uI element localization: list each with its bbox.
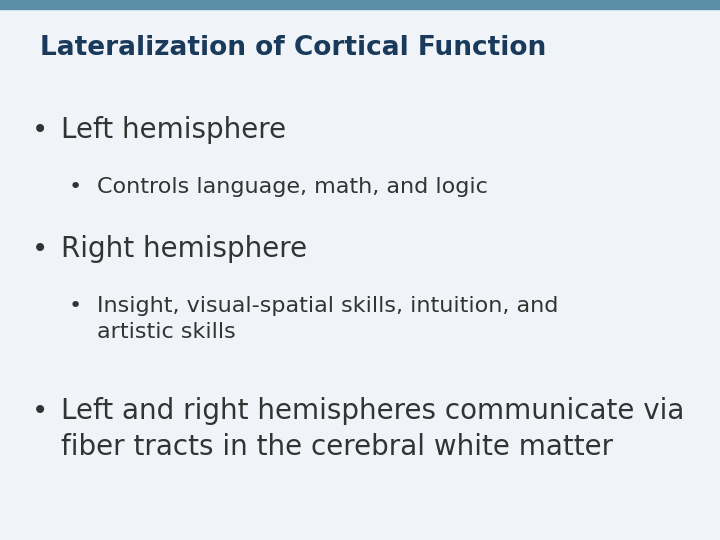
Text: •: • (69, 177, 82, 197)
Bar (0, 0, 720, 9)
Text: Left hemisphere: Left hemisphere (61, 116, 287, 144)
Text: •: • (69, 296, 82, 316)
Text: Controls language, math, and logic: Controls language, math, and logic (97, 177, 488, 197)
Text: Left and right hemispheres communicate via
fiber tracts in the cerebral white ma: Left and right hemispheres communicate v… (61, 397, 685, 461)
Text: Right hemisphere: Right hemisphere (61, 235, 307, 263)
Text: •: • (32, 235, 48, 263)
Text: Insight, visual-spatial skills, intuition, and
artistic skills: Insight, visual-spatial skills, intuitio… (97, 296, 559, 341)
Text: •: • (32, 116, 48, 144)
Text: Lateralization of Cortical Function: Lateralization of Cortical Function (40, 35, 546, 61)
Text: •: • (32, 397, 48, 425)
